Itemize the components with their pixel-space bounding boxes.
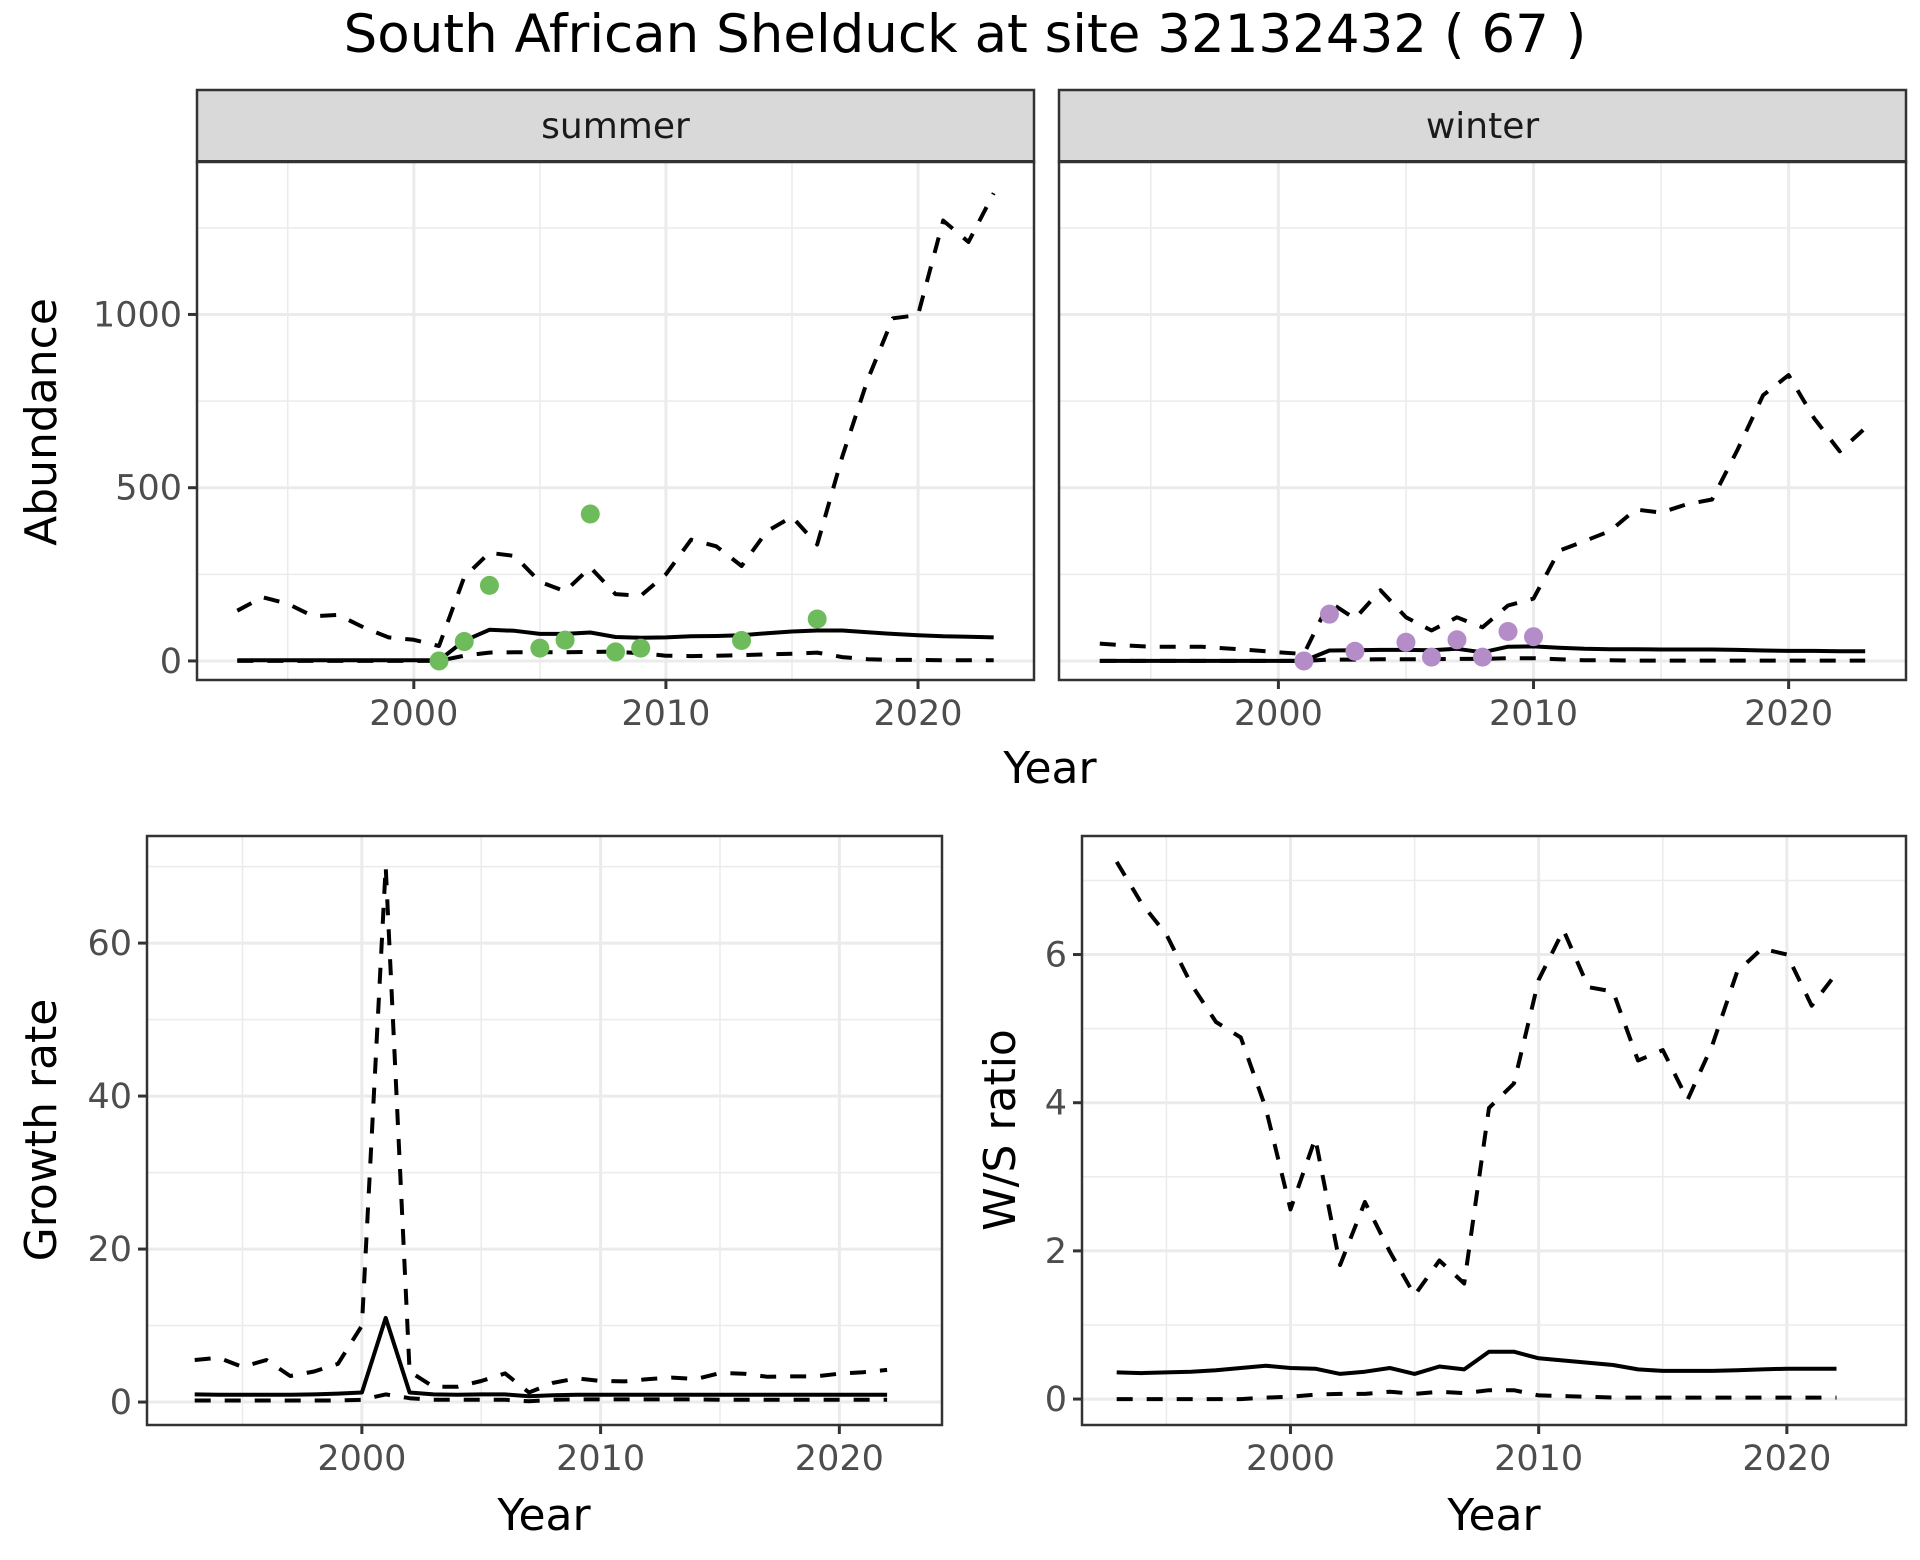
ws-y-tick-label: 0 [1045, 1380, 1067, 1420]
summer-observed-point [555, 630, 575, 650]
growth-mean-line [194, 1315, 888, 1399]
summer-y-tick-label: 500 [115, 469, 182, 509]
summer-x-tick-label: 2010 [621, 694, 710, 734]
winter-observed-point [1498, 621, 1518, 641]
winter-observed-point [1396, 632, 1416, 652]
panel-summer: summer 2000 2010 2020 0 500 1000 [93, 88, 1036, 734]
growth-x-tick-label: 2020 [795, 1439, 884, 1479]
summer-observed-point [606, 642, 625, 662]
winter-x-tick-label: 2010 [1489, 694, 1578, 734]
summer-observed-point [580, 504, 600, 524]
ws-panel-border [1080, 834, 1908, 1427]
winter-upper-ci-line [1099, 373, 1867, 656]
winter-x-tick-label: 2020 [1744, 694, 1833, 734]
summer-panel-border [195, 160, 1036, 682]
winter-observed-point [1421, 647, 1441, 667]
growth-x-tick-label: 2000 [317, 1439, 406, 1479]
summer-x-tick-label: 2000 [369, 694, 458, 734]
winter-observed-point [1473, 647, 1492, 667]
panel-winter: winter 2000 2010 2020 [1057, 88, 1908, 734]
winter-observed-point [1294, 651, 1314, 671]
growth-y-tick-label: 0 [110, 1383, 132, 1423]
summer-observed-point [732, 631, 752, 651]
summer-plot-background [197, 162, 1034, 680]
winter-x-tick-label: 2000 [1234, 694, 1323, 734]
ws-y-tick-label: 6 [1045, 936, 1067, 976]
ws-x-tick-label: 2010 [1494, 1439, 1583, 1479]
summer-observed-point [530, 638, 550, 658]
growth-y-tick-label: 60 [87, 924, 132, 964]
ws-x-axis-title: Year [1446, 1490, 1541, 1541]
summer-observed-point [631, 638, 651, 658]
winter-plot-background [1059, 162, 1906, 680]
growth-plot-background [147, 836, 942, 1425]
summer-x-tick-label: 2020 [873, 694, 962, 734]
growth-lower-ci-line [194, 1392, 888, 1404]
panel-ws-ratio: 2000 2010 2020 0 2 4 6 [1045, 834, 1908, 1479]
summer-observed-point [454, 632, 474, 652]
growth-upper-ci-line [194, 864, 888, 1395]
summer-strip [195, 88, 1036, 164]
winter-strip [1057, 88, 1908, 164]
winter-observed-point [1524, 627, 1544, 647]
abundance-y-axis-title: Abundance [16, 298, 67, 546]
ws-y-axis-title: W/S ratio [975, 1029, 1026, 1231]
ws-y-tick-label: 4 [1045, 1084, 1067, 1124]
summer-strip-label: summer [541, 106, 690, 147]
growth-y-tick-label: 40 [87, 1077, 132, 1117]
winter-observed-point [1345, 641, 1365, 661]
summer-upper-ci-line [236, 192, 996, 648]
abundance-x-axis-title: Year [1002, 743, 1097, 794]
ws-x-tick-label: 2000 [1246, 1439, 1335, 1479]
growth-y-axis-title: Growth rate [16, 999, 67, 1262]
panel-growth-rate: 2000 2010 2020 0 20 40 60 [87, 834, 944, 1479]
growth-y-tick-label: 20 [87, 1230, 132, 1270]
growth-x-axis-title: Year [496, 1490, 591, 1541]
summer-y-tick-label: 1000 [93, 295, 182, 335]
summer-observed-point [807, 609, 827, 629]
figure-title: South African Shelduck at site 32132432 … [344, 4, 1587, 65]
summer-observed-point [429, 651, 449, 671]
summer-mean-line [237, 627, 994, 663]
growth-x-tick-label: 2010 [556, 1439, 645, 1479]
ws-y-tick-label: 2 [1045, 1232, 1067, 1272]
growth-panel-border [145, 834, 944, 1427]
summer-observed-point [479, 575, 499, 595]
winter-observed-point [1447, 630, 1467, 650]
ws-plot-background [1082, 836, 1906, 1425]
summer-y-tick-label: 0 [160, 642, 182, 682]
ws-x-tick-label: 2020 [1742, 1439, 1831, 1479]
ws-lower-ci-line [1116, 1388, 1837, 1402]
ws-mean-line [1116, 1349, 1837, 1376]
winter-observed-point [1319, 604, 1339, 624]
ws-upper-ci-line [1114, 860, 1839, 1298]
winter-panel-border [1057, 160, 1908, 682]
winter-strip-label: winter [1426, 106, 1540, 147]
